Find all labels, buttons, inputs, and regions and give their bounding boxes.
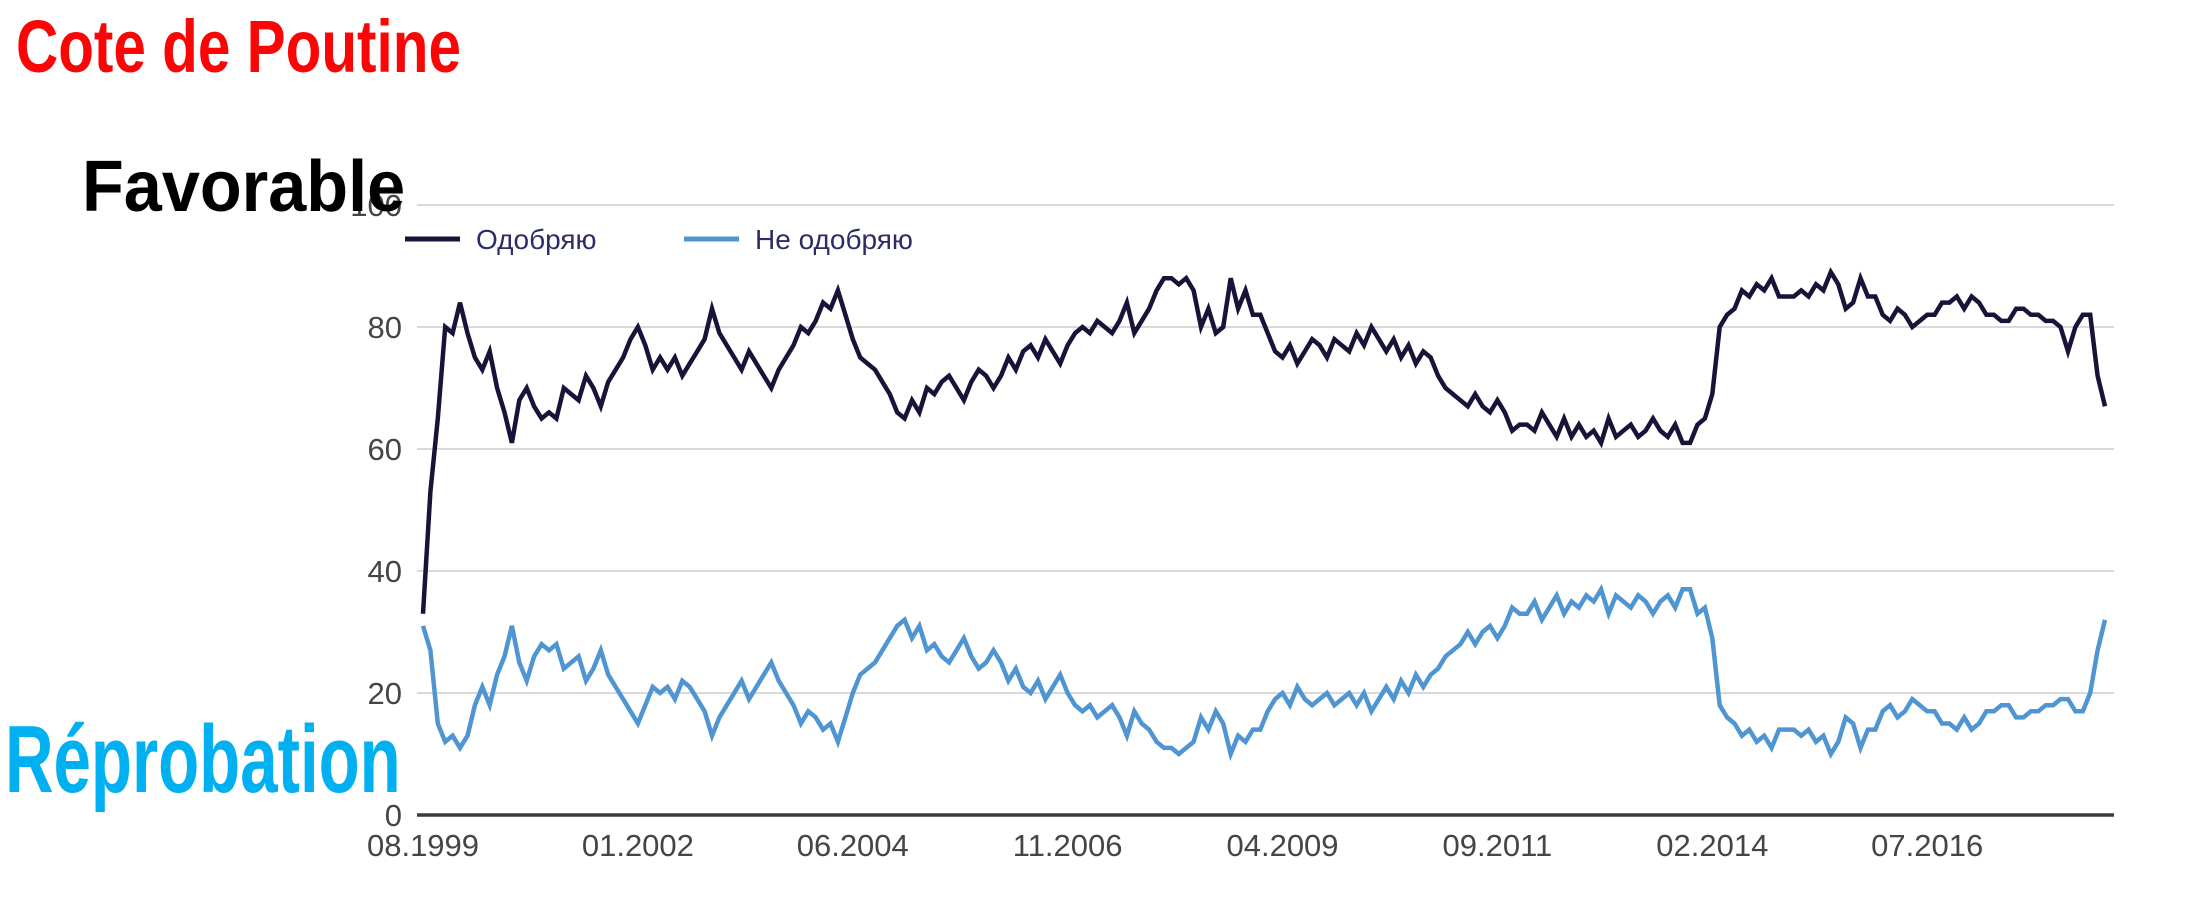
y-axis-tick-labels: 0 20 40 60 80 100 [350, 188, 402, 833]
x-tick-label: 06.2004 [797, 828, 909, 863]
y-tick-label: 100 [350, 188, 402, 223]
y-tick-label: 60 [368, 432, 402, 467]
x-tick-label: 11.2006 [1013, 828, 1123, 863]
y-tick-label: 40 [368, 554, 402, 589]
x-tick-label: 09.2011 [1443, 828, 1553, 863]
legend-label: Не одобряю [755, 224, 913, 255]
y-tick-label: 20 [368, 676, 402, 711]
legend: Одобряю Не одобряю [405, 224, 913, 255]
x-tick-label: 07.2016 [1871, 828, 1983, 863]
gridlines [417, 204, 2114, 694]
series-line-approve [420, 267, 2108, 614]
legend-label: Одобряю [476, 224, 597, 255]
x-tick-label: 01.2002 [582, 828, 694, 863]
favorable-annotation: Favorable [82, 147, 406, 227]
series-line-disapprove [420, 583, 2108, 762]
x-tick-label: 04.2009 [1226, 828, 1338, 863]
y-tick-label: 80 [368, 310, 402, 345]
x-tick-label: 08.1999 [367, 828, 479, 863]
page-title: Cote de Poutine [16, 5, 461, 88]
x-axis-tick-labels: 08.1999 01.2002 06.2004 11.2006 04.2009 09.20… [367, 828, 1983, 863]
reprobation-annotation: Réprobation [5, 706, 401, 813]
y-tick-label: 0 [385, 798, 402, 833]
x-tick-label: 02.2014 [1656, 828, 1768, 863]
